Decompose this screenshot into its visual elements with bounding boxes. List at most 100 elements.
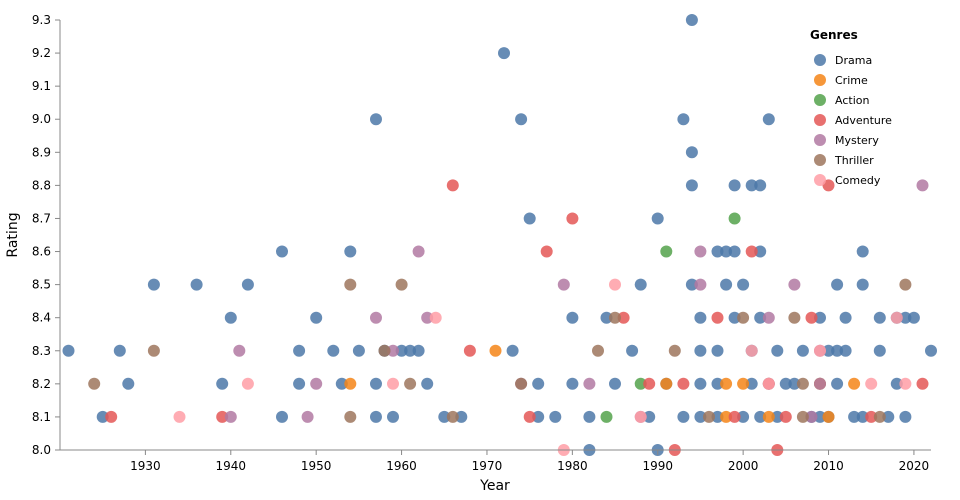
x-tick-label: 1980 xyxy=(557,459,588,473)
data-point xyxy=(327,344,340,357)
data-point xyxy=(412,344,425,357)
data-point xyxy=(822,410,835,423)
data-point xyxy=(711,245,724,258)
data-point xyxy=(600,311,613,324)
data-point xyxy=(796,344,809,357)
legend-label: Mystery xyxy=(835,134,879,147)
data-point xyxy=(754,311,767,324)
data-point xyxy=(566,377,579,390)
data-point xyxy=(310,377,323,390)
data-point xyxy=(523,410,536,423)
y-tick-label: 9.1 xyxy=(32,79,51,93)
series-crime xyxy=(344,344,861,423)
data-point xyxy=(335,377,348,390)
data-point xyxy=(506,344,519,357)
data-point xyxy=(224,410,237,423)
data-point xyxy=(241,278,254,291)
x-tick-label: 1960 xyxy=(386,459,417,473)
data-point xyxy=(634,377,647,390)
y-axis-title: Rating xyxy=(5,212,21,257)
data-point xyxy=(387,410,399,423)
data-point xyxy=(711,311,724,324)
legend-label: Action xyxy=(835,94,869,107)
data-point xyxy=(899,278,912,291)
legend-swatch xyxy=(814,114,826,126)
data-point xyxy=(344,245,357,258)
data-point xyxy=(651,212,664,225)
data-point xyxy=(814,377,826,390)
data-point xyxy=(634,278,647,291)
data-point xyxy=(344,377,357,390)
data-point xyxy=(831,377,844,390)
data-point xyxy=(233,344,246,357)
data-point xyxy=(660,377,673,390)
data-point xyxy=(762,410,775,423)
data-point xyxy=(822,179,835,192)
data-point xyxy=(745,344,758,357)
data-point xyxy=(617,311,630,324)
data-point xyxy=(754,245,767,258)
data-point xyxy=(446,179,459,192)
data-point xyxy=(592,344,604,357)
data-point xyxy=(293,344,306,357)
data-point xyxy=(694,410,707,423)
data-point xyxy=(498,47,510,60)
x-tick-label: 1950 xyxy=(301,459,332,473)
data-point xyxy=(412,245,425,258)
x-tick-label: 2000 xyxy=(728,459,759,473)
y-tick-label: 9.3 xyxy=(32,13,51,27)
data-point xyxy=(779,377,792,390)
series-comedy xyxy=(173,278,912,456)
data-point xyxy=(711,410,724,423)
data-point xyxy=(540,245,553,258)
data-point xyxy=(788,377,801,390)
y-tick-label: 9.0 xyxy=(32,112,51,126)
data-point xyxy=(907,311,920,324)
x-tick-label: 1930 xyxy=(130,459,161,473)
data-point xyxy=(856,410,869,423)
y-tick-label: 8.6 xyxy=(32,245,51,259)
data-point xyxy=(873,410,886,423)
data-point xyxy=(626,344,639,357)
data-point xyxy=(489,344,502,357)
legend-label: Thriller xyxy=(834,154,874,167)
y-tick-label: 8.4 xyxy=(32,311,51,325)
data-point xyxy=(310,311,323,324)
data-point xyxy=(711,377,724,390)
data-point xyxy=(762,311,775,324)
data-point xyxy=(566,212,579,225)
data-point xyxy=(737,311,750,324)
data-point xyxy=(754,410,767,423)
data-point xyxy=(771,344,784,357)
data-point xyxy=(796,410,809,423)
data-point xyxy=(685,146,698,159)
data-point xyxy=(370,410,382,423)
data-point xyxy=(737,377,750,390)
data-point xyxy=(566,311,579,324)
data-point xyxy=(788,278,801,291)
data-point xyxy=(600,410,613,423)
data-point xyxy=(916,377,929,390)
x-tick-label: 1990 xyxy=(642,459,673,473)
data-point xyxy=(728,410,741,423)
data-point xyxy=(523,212,536,225)
series-drama xyxy=(62,14,937,456)
x-tick-label: 1970 xyxy=(472,459,503,473)
y-tick-label: 8.1 xyxy=(32,410,51,424)
y-axis: 8.0 8.1 8.2 8.3 8.4 8.5 8.6 8.7 8.8 8.9 9.0 9.1 9.2 9… xyxy=(5,13,61,457)
x-axis-title: Year xyxy=(479,478,510,494)
data-point xyxy=(344,410,357,423)
data-point xyxy=(224,311,237,324)
data-point xyxy=(728,311,741,324)
data-point xyxy=(660,245,673,258)
data-point xyxy=(814,410,826,423)
data-point xyxy=(711,344,724,357)
data-point xyxy=(438,410,451,423)
data-point xyxy=(848,410,861,423)
data-point xyxy=(387,344,399,357)
legend-label: Adventure xyxy=(835,114,892,127)
data-point xyxy=(728,179,741,192)
data-point xyxy=(916,179,929,192)
data-point xyxy=(515,113,528,126)
